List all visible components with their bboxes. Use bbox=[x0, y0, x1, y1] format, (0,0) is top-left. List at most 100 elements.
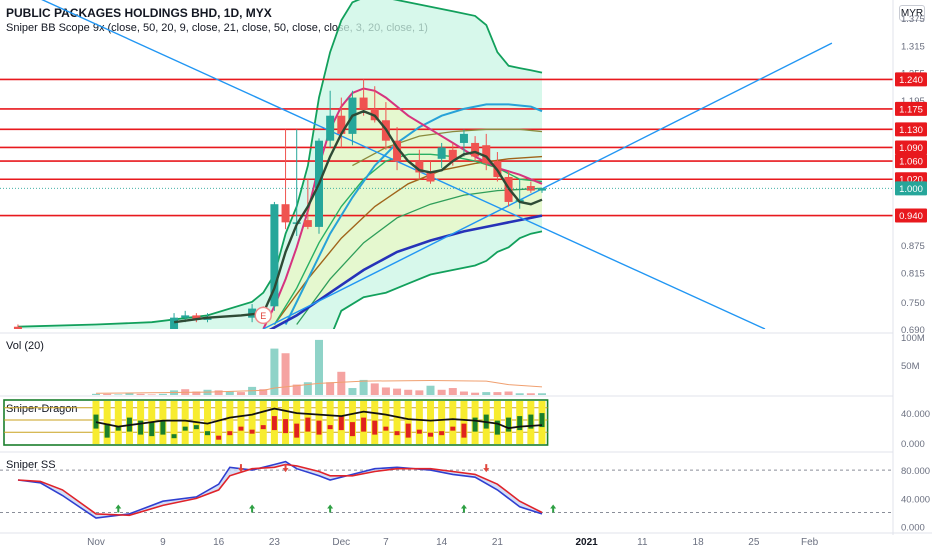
dragon-bg-bar-14 bbox=[248, 401, 256, 444]
dragon-bg-bar-32 bbox=[449, 401, 457, 444]
candle-body-7 bbox=[270, 204, 279, 307]
dragon-bar-37 bbox=[506, 417, 512, 432]
volume-pane-label[interactable]: Vol (20) bbox=[6, 340, 44, 352]
earnings-marker bbox=[254, 306, 272, 325]
dragon-bar-15 bbox=[260, 425, 266, 430]
volume-bar-21 bbox=[326, 382, 335, 395]
ss-tick-2: 0.000 bbox=[901, 523, 925, 534]
volume-bar-20 bbox=[315, 339, 323, 395]
ss-buy-arrow-2 bbox=[327, 504, 334, 513]
volume-bar-35 bbox=[482, 392, 491, 395]
volume-ma-line bbox=[95, 379, 543, 394]
dragon-bar-17 bbox=[283, 419, 289, 434]
dragon-bar-31 bbox=[439, 431, 445, 436]
volume-bar-0 bbox=[92, 393, 100, 395]
volume-pane bbox=[0, 332, 893, 395]
volume-bar-16 bbox=[270, 348, 279, 395]
price-tick-11: 0.690 bbox=[901, 325, 925, 336]
trend-line-0 bbox=[41, 0, 766, 329]
time-tick-0: Nov bbox=[87, 537, 105, 548]
ss-tick-1: 40.000 bbox=[901, 494, 930, 505]
trend-line-1 bbox=[262, 42, 833, 329]
dragon-bg-bar-31 bbox=[438, 401, 446, 444]
dragon-bar-29 bbox=[416, 429, 422, 434]
volume-tick-0: 100M bbox=[901, 333, 925, 344]
candle-body-0 bbox=[13, 326, 22, 329]
dragon-bar-2 bbox=[115, 426, 121, 431]
candle-body-15 bbox=[359, 97, 368, 109]
dragon-bg-bar-30 bbox=[427, 401, 434, 444]
earnings-marker-label: E bbox=[260, 311, 266, 321]
dragon-bg-bar-10 bbox=[204, 401, 211, 444]
resistance-label-3: 1.090 bbox=[899, 143, 923, 154]
ss-buy-arrow-3 bbox=[460, 504, 467, 513]
volume-bar-24 bbox=[359, 379, 368, 395]
symbol-title: PUBLIC PACKAGES HOLDINGS BHD, 1D, MYX bbox=[6, 6, 272, 20]
ss-sell-arrow-0 bbox=[237, 464, 244, 473]
sniper-ss-pane-label[interactable]: Sniper SS bbox=[6, 459, 56, 471]
last-price-label: 1.000 bbox=[899, 184, 923, 195]
time-tick-4: Dec bbox=[332, 537, 350, 548]
dragon-bg-bar-7 bbox=[170, 401, 178, 444]
dragon-bg-bar-11 bbox=[215, 401, 223, 444]
volume-bar-18 bbox=[292, 384, 301, 395]
ss-buy-arrow-1 bbox=[249, 504, 256, 513]
dragon-bar-30 bbox=[428, 432, 433, 437]
time-tick-1: 9 bbox=[160, 537, 166, 548]
dragon-bar-23 bbox=[349, 422, 355, 437]
volume-tick-1: 50M bbox=[901, 361, 920, 372]
candle-body-22 bbox=[448, 149, 457, 162]
candle-body-2 bbox=[181, 315, 190, 318]
dragon-bar-25 bbox=[372, 420, 378, 435]
volume-bar-33 bbox=[459, 391, 468, 395]
candle-body-20 bbox=[426, 172, 435, 182]
volume-bar-23 bbox=[348, 388, 357, 395]
price-plot-area: E bbox=[0, 0, 893, 329]
dragon-bar-12 bbox=[227, 431, 233, 436]
dragon-bar-32 bbox=[450, 426, 456, 431]
resistance-label-5: 1.020 bbox=[899, 175, 923, 186]
volume-bar-17 bbox=[281, 353, 290, 395]
currency-badge[interactable]: MYR bbox=[899, 5, 925, 21]
bollinger-lower-line bbox=[332, 230, 543, 329]
dragon-bar-5 bbox=[149, 422, 155, 437]
ss-sell-arrow-2 bbox=[483, 464, 490, 473]
sniper-ss-pane bbox=[0, 451, 893, 519]
volume-bar-22 bbox=[337, 371, 346, 395]
price-tick-8: 0.875 bbox=[901, 241, 925, 252]
dragon-bar-36 bbox=[494, 420, 500, 435]
ss-slow-line bbox=[17, 463, 543, 517]
dragon-bar-26 bbox=[383, 426, 389, 431]
dragon-bg-bar-8 bbox=[181, 401, 189, 444]
dragon-bg-bar-12 bbox=[226, 401, 234, 444]
dragon-bg-bar-13 bbox=[237, 401, 245, 444]
volume-bar-34 bbox=[471, 392, 480, 395]
dragon-bar-38 bbox=[517, 416, 523, 431]
dragon-bar-24 bbox=[361, 417, 367, 432]
dragon-bg-bar-18 bbox=[293, 401, 301, 444]
volume-bar-40 bbox=[538, 393, 546, 395]
candle-body-21 bbox=[437, 147, 446, 159]
volume-bar-29 bbox=[415, 390, 424, 395]
volume-bar-36 bbox=[493, 392, 502, 395]
volume-bar-32 bbox=[448, 388, 457, 395]
dragon-bg-bar-2 bbox=[114, 401, 122, 444]
dragon-bg-bar-26 bbox=[382, 401, 390, 444]
volume-bar-9 bbox=[192, 391, 201, 395]
ma-dark-line bbox=[173, 109, 543, 324]
dragon-bar-7 bbox=[171, 434, 177, 439]
time-tick-2: 16 bbox=[213, 537, 225, 548]
volume-bar-6 bbox=[158, 393, 167, 395]
dragon-bar-8 bbox=[182, 426, 188, 431]
dragon-pane-label[interactable]: Sniper-Dragon bbox=[6, 403, 78, 415]
candle-body-30 bbox=[538, 188, 546, 191]
volume-bar-19 bbox=[303, 382, 312, 395]
candle-body-10 bbox=[303, 220, 312, 227]
candle-body-3 bbox=[192, 315, 201, 320]
volume-bar-31 bbox=[437, 389, 446, 395]
volume-bar-25 bbox=[370, 383, 379, 395]
resistance-label-bg-6 bbox=[895, 208, 927, 223]
dragon-bar-14 bbox=[249, 429, 255, 434]
price-pane: E bbox=[0, 0, 893, 329]
